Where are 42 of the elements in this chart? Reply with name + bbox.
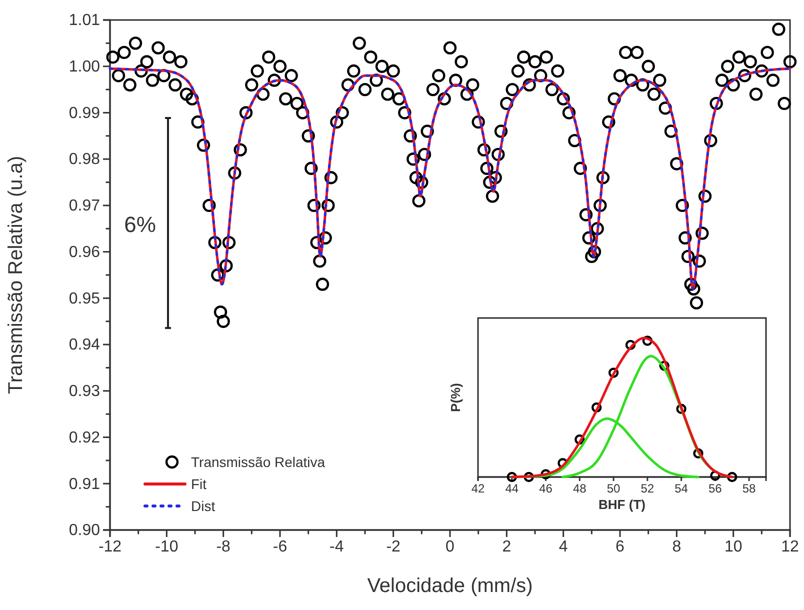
y-tick-label: 1.01 <box>68 12 100 30</box>
x-tick-label: 0 <box>446 538 455 556</box>
x-tick-label: 6 <box>616 538 625 556</box>
y-tick-label: 0.94 <box>68 336 100 354</box>
x-tick-label: 44 <box>505 482 519 496</box>
x-tick-label: 58 <box>742 482 756 496</box>
x-axis-title: Velocidade (mm/s) <box>367 575 533 597</box>
y-tick-label: 0.96 <box>68 244 100 261</box>
x-tick-label: 12 <box>781 538 799 556</box>
annotation: 6% <box>124 212 156 237</box>
y-tick-label: 0.98 <box>68 151 100 168</box>
x-tick-label: -4 <box>330 538 344 556</box>
y-tick-label: 1.00 <box>68 58 100 76</box>
legend-label: Transmissão Relativa <box>191 454 326 470</box>
x-tick-label: 8 <box>672 538 682 556</box>
y-tick-label: 0.91 <box>68 476 100 493</box>
y-axis-title: Transmissão Relativa (u.a) <box>5 156 27 394</box>
x-tick-label: 48 <box>572 482 587 496</box>
x-tick-label: -8 <box>216 538 231 556</box>
y-tick-label: 0.92 <box>68 429 100 446</box>
x-tick-label: 50 <box>606 482 621 496</box>
legend-label: Dist <box>191 498 216 514</box>
legend-label: Fit <box>191 476 207 492</box>
y-tick-label: 0.90 <box>68 522 100 540</box>
y-tick-label: 0.93 <box>68 383 100 400</box>
x-tick-label: 2 <box>502 538 512 556</box>
x-tick-label: 42 <box>471 482 485 496</box>
x-axis-title: BHF (T) <box>598 497 646 512</box>
x-tick-label: -12 <box>98 538 122 556</box>
x-tick-label: 56 <box>708 482 722 496</box>
y-axis-title: P(%) <box>448 383 463 412</box>
x-tick-label: 52 <box>640 482 654 496</box>
x-tick-label: -2 <box>386 538 401 556</box>
x-tick-label: 4 <box>558 538 568 556</box>
y-tick-label: 0.97 <box>68 198 100 215</box>
y-tick-label: 0.95 <box>68 290 100 308</box>
x-tick-label: -10 <box>155 538 178 556</box>
x-tick-label: -6 <box>272 538 288 556</box>
x-tick-label: 10 <box>724 538 742 556</box>
y-tick-label: 0.99 <box>68 104 100 122</box>
x-tick-label: 54 <box>674 482 688 496</box>
x-tick-label: 46 <box>539 482 553 496</box>
